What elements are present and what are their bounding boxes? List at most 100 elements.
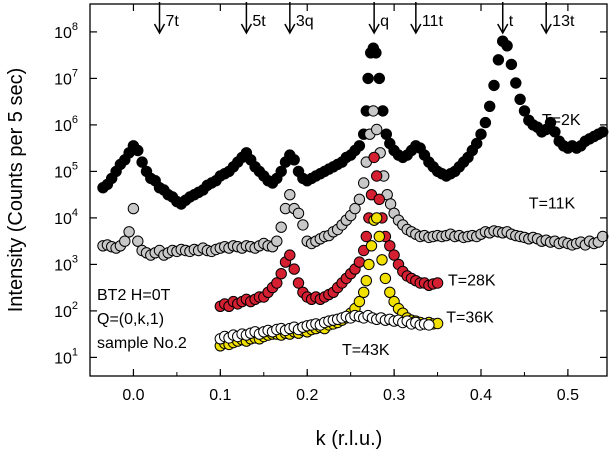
x-tick-label: 0.1 — [209, 387, 231, 404]
series-label: T=28K — [448, 272, 496, 289]
x-tick-label: 0.3 — [383, 387, 405, 404]
y-tick-label: 108 — [54, 21, 78, 42]
data-point — [353, 256, 366, 268]
data-point — [358, 177, 370, 189]
data-point — [353, 295, 366, 308]
annotation-line-2: Q=(0,k,1) — [97, 311, 164, 328]
y-tick-label: 101 — [54, 346, 78, 367]
peak-arrow-head — [540, 23, 552, 35]
data-point — [365, 240, 378, 252]
data-point — [501, 40, 513, 52]
peak-arrow-head — [284, 23, 296, 35]
data-point — [127, 202, 140, 215]
data-point — [371, 212, 383, 224]
data-point — [549, 126, 561, 138]
data-series-group — [97, 35, 609, 352]
data-point — [288, 263, 300, 275]
peak-label: 7t — [166, 13, 180, 30]
data-point — [597, 230, 609, 243]
data-point — [368, 151, 380, 164]
data-point — [510, 77, 522, 89]
series-t-43k — [214, 309, 435, 345]
data-point — [373, 230, 385, 243]
peak-arrow-head — [368, 23, 380, 35]
series-label: T=11K — [529, 196, 576, 213]
data-point — [384, 240, 396, 252]
x-tick-label: 0.5 — [557, 387, 579, 404]
axes-group: 0.0 0.1 0.2 0.3 0.4 0.5 101 102 103 104 105 106 107 1… — [54, 4, 607, 404]
data-point — [297, 219, 309, 231]
data-point — [292, 207, 305, 220]
data-point — [271, 235, 283, 247]
y-tick-label: 106 — [54, 114, 78, 135]
data-point — [514, 93, 526, 106]
data-point — [284, 189, 296, 201]
data-point — [488, 79, 500, 92]
series-label: T=36K — [446, 310, 494, 327]
x-axis-label: k (r.l.u.) — [316, 428, 383, 450]
peak-label: 3q — [296, 13, 314, 30]
peak-arrow-head — [410, 23, 422, 35]
data-point — [132, 144, 144, 157]
annotation-block: BT2 H=0T Q=(0,k,1) sample No.2 — [97, 287, 187, 352]
series-label: T=43K — [342, 342, 390, 359]
data-point — [431, 277, 444, 289]
series-t-2k — [97, 35, 609, 210]
data-point — [367, 105, 379, 117]
data-point — [518, 105, 531, 117]
data-point — [475, 128, 487, 140]
x-tick-label: 0.0 — [122, 387, 144, 404]
data-point — [384, 286, 396, 298]
data-point — [379, 272, 392, 285]
data-point — [484, 100, 496, 113]
peak-label: q — [380, 13, 389, 30]
y-tick-label: 103 — [54, 253, 78, 274]
data-point — [373, 193, 385, 206]
data-point — [371, 170, 383, 182]
data-point — [373, 72, 385, 85]
data-point — [275, 165, 287, 178]
data-point — [388, 249, 400, 261]
data-point — [371, 123, 383, 136]
data-point — [119, 235, 131, 247]
labels-group: T=2K T=11K T=28K T=36K T=43K 7t 5t 3q q 11t t 13t — [153, 2, 581, 359]
data-point — [349, 202, 361, 215]
data-point — [492, 54, 505, 66]
y-tick-label: 107 — [54, 67, 78, 88]
data-point — [275, 268, 287, 280]
peak-arrow-head — [240, 23, 253, 35]
annotation-line-1: BT2 H=0T — [97, 287, 171, 304]
data-point — [479, 116, 492, 129]
data-point — [360, 275, 372, 287]
peak-arrow-head — [153, 23, 166, 35]
annotation-line-3: sample No.2 — [97, 335, 187, 352]
data-point — [377, 105, 389, 117]
data-point — [370, 47, 382, 59]
data-point — [471, 137, 483, 150]
data-point — [275, 221, 287, 233]
y-tick-label: 104 — [54, 207, 78, 228]
x-tick-label: 0.4 — [470, 387, 492, 404]
data-point — [123, 226, 135, 238]
data-point — [271, 277, 283, 289]
data-point — [292, 277, 305, 289]
data-point — [284, 249, 296, 261]
y-tick-label: 105 — [54, 160, 78, 181]
data-point — [505, 58, 518, 71]
series-label: T=2K — [542, 112, 581, 129]
peak-arrow-head — [497, 23, 509, 35]
peak-label: 11t — [422, 13, 444, 30]
peak-label: 5t — [252, 13, 266, 30]
data-point — [362, 72, 374, 85]
y-tick-label: 102 — [54, 300, 78, 321]
data-point — [136, 156, 148, 168]
series-t-11k — [97, 105, 609, 261]
data-point — [363, 258, 375, 271]
data-point — [597, 126, 609, 138]
y-axis-label: Intensity (Counts per 5 sec) — [5, 68, 27, 313]
data-point — [288, 154, 300, 166]
data-point — [132, 235, 144, 247]
plot-frame — [89, 3, 608, 377]
data-point — [353, 140, 366, 152]
